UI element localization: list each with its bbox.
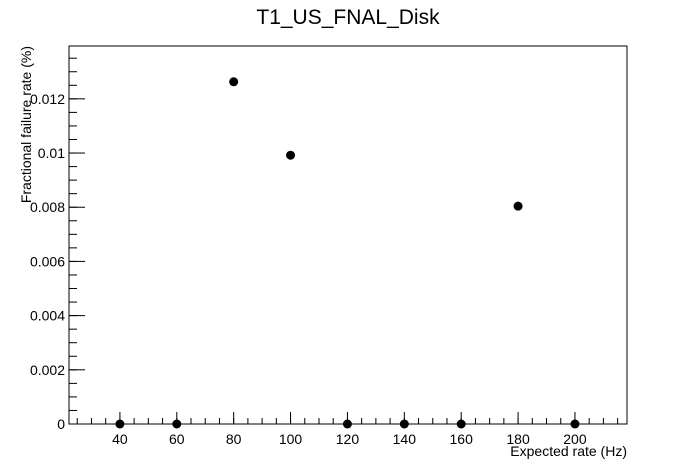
x-tick-label: 200 <box>563 431 587 447</box>
y-tick-label: 0 <box>57 416 65 432</box>
y-tick-label: 0.012 <box>30 91 65 107</box>
x-tick-label: 120 <box>336 431 360 447</box>
x-tick-label: 160 <box>450 431 474 447</box>
y-tick-label: 0.002 <box>30 362 65 378</box>
x-tick-label: 40 <box>112 431 128 447</box>
chart-title: T1_US_FNAL_Disk <box>256 6 440 29</box>
point <box>399 419 409 429</box>
x-axis-label: Expected rate (Hz) <box>510 443 627 459</box>
point <box>229 77 239 87</box>
y-axis-label: Fractional failure rate (%) <box>18 46 34 203</box>
x-tick-label: 180 <box>506 431 530 447</box>
y-tick-label: 0.01 <box>38 145 65 161</box>
x-tick-label: 80 <box>226 431 242 447</box>
y-tick-label: 0.006 <box>30 253 65 269</box>
x-tick-label: 100 <box>279 431 303 447</box>
point <box>342 419 352 429</box>
point <box>115 419 125 429</box>
y-tick-label: 0.008 <box>30 199 65 215</box>
point <box>172 419 182 429</box>
point <box>570 419 580 429</box>
x-tick-label: 60 <box>169 431 185 447</box>
y-tick-label: 0.004 <box>30 308 65 324</box>
point <box>513 201 523 211</box>
x-tick-label: 140 <box>393 431 417 447</box>
point <box>456 419 466 429</box>
point <box>286 150 296 160</box>
